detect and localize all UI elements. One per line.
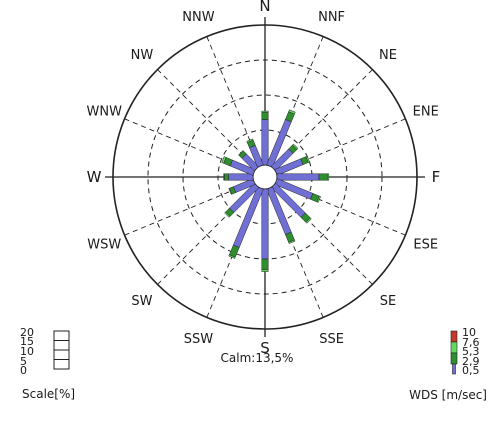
bar-nnw-5.3-7.6: [246, 138, 254, 143]
rose-bars: [221, 109, 330, 272]
bar-wnw-5.3-7.6: [221, 156, 227, 164]
scale-legend: 20 15 10 5 0 Scale[%]: [20, 326, 75, 401]
bar-nw-5.3-7.6: [238, 150, 244, 156]
speed-tick-label: 7,6: [462, 336, 480, 349]
speed-swatch-5.3-7.6: [450, 341, 458, 354]
bar-s-2.9-5.3: [261, 258, 269, 270]
bar-nne-5.3-7.6: [288, 109, 296, 115]
scale-tick-label: 10: [20, 345, 34, 358]
speed-tick-label: 2,9: [462, 355, 480, 368]
speed-swatch-0.5-2.9: [452, 363, 456, 375]
bar-wsw-5.3-7.6: [228, 187, 233, 195]
bar-sse-5.3-7.6: [288, 239, 296, 244]
direction-label-wnw: WNW: [87, 104, 123, 119]
direction-label-sse: SSE: [319, 332, 344, 347]
bar-w-2.9-5.3: [224, 173, 229, 181]
speed-tick-label: 10: [462, 326, 476, 339]
direction-label-ese: ESE: [413, 238, 438, 253]
calm-percentage: Calm:13,5%: [221, 351, 294, 365]
scale-box-3: [53, 349, 70, 360]
bar-s-0.5-2.9: [261, 188, 269, 260]
bar-se-5.3-7.6: [305, 217, 312, 224]
scale-tick-label: 15: [20, 335, 34, 348]
scale-tick-label: 5: [20, 355, 27, 368]
bar-e-0.5-2.9: [276, 173, 320, 181]
bar-ese-5.3-7.6: [316, 195, 321, 203]
direction-label-ene: ENE: [413, 104, 439, 119]
scale-box-4: [53, 359, 70, 370]
direction-label-nnw: NNW: [182, 10, 214, 25]
bar-w-5.3-7.6: [223, 173, 225, 181]
bar-sw-5.3-7.6: [224, 211, 231, 218]
scale-box-2: [53, 340, 70, 351]
speed-legend: 10 7,6 5,3 2,9 0,5 WDS [m/sec]: [409, 326, 487, 402]
direction-label-ssw: SSW: [184, 332, 214, 347]
direction-labels: N NNF NE ENE F ESE SE SSE S SSW SW WSW W WNW NW NNW: [87, 0, 441, 357]
scale-box-1: [53, 330, 70, 341]
bar-w-0.5-2.9: [228, 173, 254, 181]
bar-ne-5.3-7.6: [292, 143, 299, 150]
direction-label-e: F: [432, 168, 441, 186]
scale-tick-label: 20: [20, 326, 34, 339]
bar-ene-5.3-7.6: [305, 155, 310, 163]
direction-label-wsw: WSW: [87, 238, 121, 253]
direction-label-se: SE: [380, 294, 396, 309]
bar-n-0.5-2.9: [261, 119, 269, 166]
speed-swatch-7.6-10: [450, 330, 458, 343]
bar-n-5.3-7.6: [261, 110, 269, 113]
speed-tick-label: 0,5: [462, 364, 480, 377]
bar-s-5.3-7.6: [261, 269, 269, 272]
bar-ssw-5.3-7.6: [228, 254, 236, 259]
scale-title: Scale[%]: [22, 387, 75, 401]
bar-e-5.3-7.6: [327, 173, 330, 181]
scale-tick-label: 0: [20, 364, 27, 377]
speed-tick-label: 5,3: [462, 345, 480, 358]
bar-e-2.9-5.3: [318, 173, 328, 181]
direction-label-sw: SW: [131, 294, 152, 309]
speed-legend-title: WDS [m/sec]: [409, 388, 487, 402]
direction-label-n: N: [259, 0, 270, 15]
direction-label-nne: NNF: [318, 10, 345, 25]
speed-swatch-2.9-5.3: [450, 352, 458, 365]
direction-label-nw: NW: [131, 48, 154, 63]
direction-label-ne: NE: [379, 48, 397, 63]
direction-label-s: S: [260, 339, 270, 357]
direction-label-w: W: [87, 168, 102, 186]
bar-n-2.9-5.3: [261, 112, 269, 120]
